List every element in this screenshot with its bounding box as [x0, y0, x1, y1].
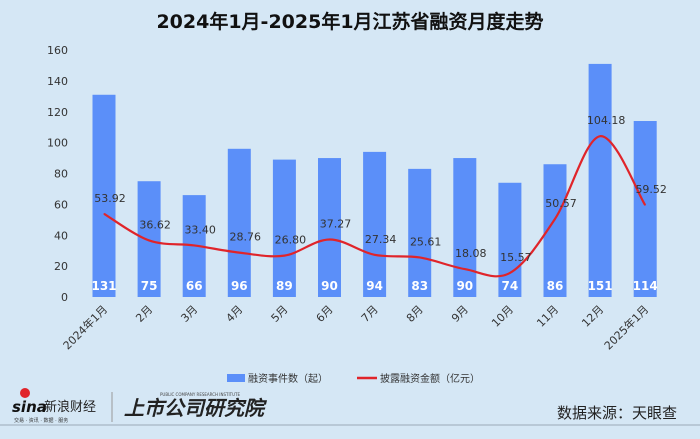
bar: [272, 159, 296, 297]
legend-bar-swatch: [227, 374, 245, 382]
bar: [92, 94, 116, 297]
line-value-label: 50.57: [545, 197, 577, 210]
y-tick-label: 40: [54, 229, 68, 242]
line-point: [419, 256, 421, 258]
line-point: [509, 272, 511, 274]
line-point: [329, 238, 330, 240]
bar: [408, 168, 432, 297]
x-tick-label: 10月: [489, 303, 516, 330]
svg-text:PUBLIC COMPANY RESEARCH INSTIT: PUBLIC COMPANY RESEARCH INSTITUTE: [160, 392, 240, 397]
bar-value-label: 66: [186, 279, 203, 293]
svg-text:上市公司研究院: 上市公司研究院: [124, 396, 268, 420]
sina-logo: sina 新浪财经 交易 · 资讯 · 数据 · 服务: [12, 388, 96, 424]
line-value-label: 104.18: [587, 114, 626, 127]
bar: [588, 63, 612, 297]
x-tick-label: 12月: [579, 303, 606, 330]
bar-value-label: 83: [411, 279, 428, 293]
line-point: [283, 255, 285, 257]
line-value-label: 18.08: [455, 247, 487, 260]
line-point: [644, 204, 646, 206]
bar: [633, 121, 657, 297]
y-tick-label: 0: [61, 291, 68, 304]
x-tick-label: 5月: [269, 303, 291, 325]
x-tick-label: 8月: [404, 303, 426, 325]
x-tick-label: 4月: [224, 303, 246, 325]
bar-value-label: 151: [588, 279, 613, 293]
line-point: [238, 252, 240, 254]
bar-value-label: 94: [366, 279, 383, 293]
y-tick-label: 80: [54, 168, 68, 181]
data-source: 数据来源：天眼查: [557, 404, 677, 422]
line-value-label: 27.34: [365, 233, 397, 246]
legend-line-label: 披露融资金额（亿元）: [380, 372, 480, 385]
x-tick-label: 6月: [314, 303, 336, 325]
bar-value-label: 114: [633, 279, 658, 293]
bar-value-label: 86: [547, 279, 564, 293]
bar: [543, 164, 567, 297]
y-tick-label: 120: [47, 106, 68, 119]
y-tick-label: 20: [54, 260, 68, 273]
bar: [318, 158, 341, 297]
bar-value-label: 75: [141, 279, 158, 293]
bar: [137, 181, 161, 297]
y-tick-label: 100: [47, 137, 68, 150]
bar-value-label: 131: [91, 279, 116, 293]
line-value-label: 25.61: [410, 235, 442, 248]
bar-value-label: 96: [231, 279, 248, 293]
line-value-label: 15.57: [500, 251, 532, 264]
line-point: [464, 268, 466, 270]
line-value-label: 33.40: [184, 223, 216, 236]
chart-title: 2024年1月-2025年1月江苏省融资月度走势: [156, 10, 543, 33]
legend-bar-label: 融资事件数（起）: [248, 372, 328, 385]
y-tick-label: 60: [54, 198, 68, 211]
research-institute-logo: 上市公司研究院 PUBLIC COMPANY RESEARCH INSTITUT…: [124, 392, 268, 420]
line-value-label: 53.92: [94, 192, 126, 205]
line-point: [374, 254, 376, 256]
x-tick-label: 2月: [133, 303, 155, 325]
svg-text:新浪财经: 新浪财经: [44, 399, 96, 415]
line-point: [103, 213, 105, 215]
line-point: [193, 244, 195, 246]
x-tick-label: 3月: [178, 303, 200, 325]
line-value-label: 59.52: [635, 183, 667, 196]
line-value-label: 28.76: [230, 231, 262, 244]
x-tick-label: 9月: [449, 303, 471, 325]
y-tick-label: 160: [47, 44, 68, 57]
bar: [453, 158, 477, 297]
y-tick-label: 140: [47, 75, 68, 88]
bar-value-label: 89: [276, 279, 293, 293]
bar-value-label: 90: [321, 279, 338, 293]
line-point: [554, 218, 556, 220]
svg-text:sina: sina: [12, 398, 47, 416]
line-value-label: 26.80: [275, 234, 307, 247]
x-tick-label: 2024年1月: [60, 302, 110, 352]
bar-value-label: 90: [456, 279, 473, 293]
line-value-label: 36.62: [139, 218, 171, 231]
line-value-label: 37.27: [320, 217, 352, 230]
x-tick-label: 11月: [534, 303, 561, 330]
svg-text:交易 · 资讯 · 数据 · 服务: 交易 · 资讯 · 数据 · 服务: [14, 417, 68, 424]
bar: [363, 151, 387, 297]
x-tick-label: 7月: [359, 303, 381, 325]
line-point: [599, 135, 601, 137]
bar-value-label: 74: [502, 279, 519, 293]
bar: [227, 148, 251, 297]
line-point: [148, 239, 150, 241]
x-tick-label: 2025年1月: [601, 302, 651, 352]
